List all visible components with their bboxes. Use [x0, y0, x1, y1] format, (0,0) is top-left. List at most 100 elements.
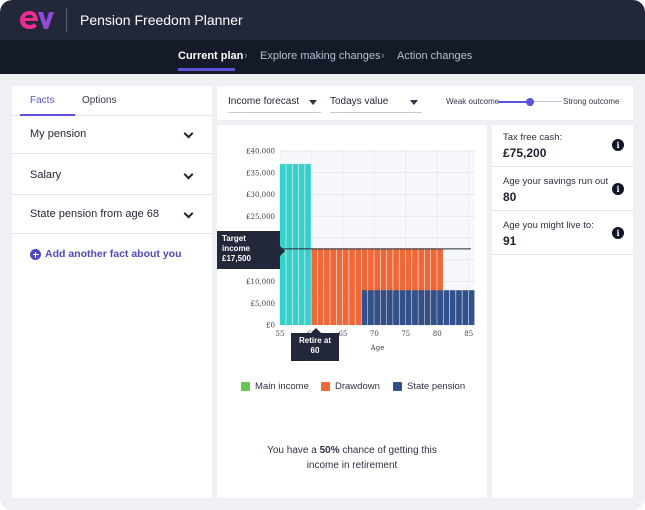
- y-tick-label: £0: [266, 322, 275, 330]
- target-callout-arrow: [280, 246, 285, 256]
- bar-state-pension: [393, 290, 399, 325]
- bar-state-pension: [361, 290, 368, 325]
- y-tick-label: £10,000: [246, 278, 275, 286]
- bar-main-income: [280, 164, 286, 325]
- x-tick-label: 55: [276, 330, 285, 338]
- chance-percent: 50%: [319, 445, 340, 456]
- bar-drawdown: [349, 248, 355, 325]
- caret-down-icon: [410, 100, 418, 105]
- bar-state-pension: [424, 290, 431, 325]
- metric-life-expectancy: Age you might live to: 91 i: [492, 213, 633, 255]
- bar-drawdown: [437, 248, 443, 325]
- legend-swatch: [241, 382, 250, 391]
- bar-state-pension: [430, 290, 437, 325]
- step-action-changes[interactable]: Action changes: [397, 50, 473, 62]
- info-icon[interactable]: i: [612, 227, 624, 239]
- bar-drawdown: [336, 248, 343, 325]
- bar-state-pension: [368, 290, 374, 325]
- bar-state-pension: [418, 290, 425, 325]
- chance-line-2: income in retirement: [306, 460, 398, 471]
- active-step-indicator: [178, 68, 235, 71]
- value-basis-select[interactable]: Todays value: [330, 91, 422, 113]
- x-axis-label: Age: [370, 344, 385, 352]
- legend-label: State pension: [407, 381, 466, 392]
- bar-drawdown: [424, 248, 431, 325]
- y-tick-label: £40,000: [246, 148, 275, 156]
- legend-swatch: [321, 382, 330, 391]
- y-tick-label: £30,000: [246, 191, 275, 199]
- accordion-state-pension[interactable]: State pension from age 68: [12, 196, 212, 234]
- strong-outcome-label: Strong outcome: [563, 97, 620, 106]
- legend-swatch: [393, 382, 402, 391]
- chart-legend: Main income Drawdown State pension: [241, 381, 481, 395]
- chevron-down-icon: [183, 128, 194, 139]
- tab-facts[interactable]: Facts: [30, 95, 55, 106]
- bar-drawdown: [330, 248, 337, 325]
- slider-rail: [528, 101, 562, 102]
- bar-drawdown: [380, 248, 387, 325]
- target-callout-line-2: income: [222, 244, 251, 253]
- step-explore-making-changes[interactable]: Explore making changes: [260, 50, 381, 62]
- slider-fill: [498, 101, 528, 103]
- chevron-right-icon: ›: [244, 50, 248, 62]
- bar-state-pension: [386, 290, 393, 325]
- chance-prefix: You have a: [267, 445, 320, 456]
- x-tick-label: 70: [370, 330, 379, 338]
- y-tick-label: £5,000: [251, 300, 276, 308]
- target-income-callout: Target income £17,500: [217, 231, 280, 269]
- accordion-salary[interactable]: Salary: [12, 157, 212, 195]
- target-callout-value: £17,500: [222, 254, 251, 263]
- retire-callout-line-1: Retire at: [298, 336, 331, 345]
- metric-label: Age your savings run out: [503, 176, 609, 187]
- facts-panel: Facts Options My pension Salary State pe…: [12, 86, 212, 498]
- metric-tax-free-cash: Tax free cash: £75,200 i: [492, 125, 633, 167]
- bar-state-pension: [462, 290, 469, 325]
- bar-drawdown: [355, 248, 362, 325]
- bar-drawdown: [412, 248, 418, 325]
- metric-value: 80: [503, 190, 517, 204]
- y-tick-label: £35,000: [246, 169, 275, 177]
- income-chart-panel: £0£5,000£10,000£15,000£20,000£25,000£30,…: [217, 125, 487, 498]
- bar-state-pension: [412, 290, 418, 325]
- bar-state-pension: [449, 290, 456, 325]
- bar-main-income: [286, 164, 292, 325]
- outcome-slider[interactable]: [498, 95, 562, 109]
- chart-controls: Income forecast Todays value Weak outcom…: [217, 86, 633, 120]
- y-tick-label: £25,000: [246, 213, 275, 221]
- metric-value: 91: [503, 234, 517, 248]
- slider-thumb[interactable]: [526, 98, 534, 106]
- info-icon[interactable]: i: [612, 183, 624, 195]
- legend-label: Main income: [255, 381, 309, 392]
- facts-options-tabs: Facts Options: [12, 86, 212, 116]
- bar-drawdown: [386, 248, 393, 325]
- summary-metrics-panel: Tax free cash: £75,200 i Age your saving…: [492, 125, 633, 498]
- accordion-label: Salary: [30, 169, 62, 181]
- tab-options[interactable]: Options: [82, 95, 117, 106]
- weak-outcome-label: Weak outcome: [446, 97, 500, 106]
- bar-drawdown: [342, 248, 349, 325]
- bar-state-pension: [399, 290, 406, 325]
- title-divider: [66, 8, 67, 32]
- bar-drawdown: [405, 248, 412, 325]
- info-icon[interactable]: i: [612, 139, 624, 151]
- progress-stepper: Current plan › Explore making changes › …: [0, 40, 645, 74]
- select-value: Income forecast: [228, 96, 300, 107]
- x-tick-label: 85: [464, 330, 473, 338]
- select-value: Todays value: [330, 96, 389, 107]
- caret-down-icon: [309, 100, 317, 105]
- bar-state-pension: [374, 290, 381, 325]
- chevron-down-icon: [183, 208, 194, 219]
- bar-drawdown: [418, 248, 425, 325]
- chevron-down-icon: [183, 169, 194, 180]
- accordion-my-pension[interactable]: My pension: [12, 116, 212, 154]
- metric-savings-run-out: Age your savings run out 80 i: [492, 169, 633, 211]
- income-forecast-select[interactable]: Income forecast: [228, 91, 321, 113]
- accordion-label: State pension from age 68: [30, 208, 160, 220]
- bar-drawdown: [324, 248, 330, 325]
- step-current-plan[interactable]: Current plan: [178, 50, 244, 62]
- chevron-right-icon: ›: [381, 50, 385, 62]
- bar-main-income: [298, 164, 305, 325]
- bar-drawdown: [374, 248, 381, 325]
- bar-drawdown: [399, 248, 406, 325]
